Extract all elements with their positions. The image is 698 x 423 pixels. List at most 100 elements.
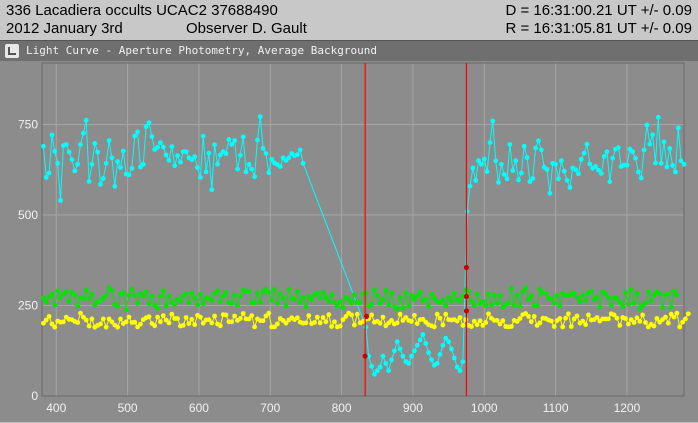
series-target-point-161 — [561, 168, 567, 174]
series-comp2-point-41 — [158, 319, 163, 325]
series-comp2-point-106 — [343, 314, 349, 319]
series-comp1-point-198 — [606, 295, 611, 301]
series-target-point-118 — [437, 352, 443, 357]
series-comp1-point-12 — [75, 303, 81, 309]
series-target-point-61 — [215, 161, 220, 167]
series-comp1-point-101 — [329, 292, 334, 298]
series-target-point-50 — [183, 149, 189, 155]
series-comp2-point-20 — [98, 321, 103, 327]
series-target-point-97 — [377, 364, 383, 370]
series-comp2-point-191 — [586, 312, 591, 318]
series-comp1-point-199 — [608, 302, 614, 308]
series-target-point-145 — [516, 177, 521, 183]
series-comp2-point-172 — [531, 314, 537, 319]
series-comp2-point-146 — [457, 315, 463, 320]
series-comp2-point-207 — [631, 320, 637, 325]
series-target-point-6 — [58, 198, 63, 203]
plot-frame — [41, 62, 685, 397]
event-point-4 — [463, 308, 470, 314]
series-comp2-point-72 — [246, 316, 252, 322]
series-target-point-62 — [217, 152, 223, 158]
series-target-point-103 — [394, 339, 400, 345]
series-comp1-point-197 — [603, 291, 608, 297]
series-comp1-point-122 — [389, 290, 394, 296]
series-comp1-point-142 — [446, 294, 451, 300]
series-target-point-69 — [237, 152, 243, 158]
series-comp1-point-32 — [132, 292, 138, 298]
series-target-point-143 — [510, 168, 516, 173]
series-target-point-48 — [178, 159, 183, 165]
series-target-point-189 — [641, 147, 647, 153]
series-comp1-point-176 — [543, 290, 548, 296]
series-target-point-68 — [235, 166, 240, 172]
series-comp2-point-127 — [403, 315, 409, 320]
series-target-point-149 — [527, 179, 533, 185]
series-comp1-point-169 — [523, 285, 528, 291]
series-comp1-point-43 — [163, 303, 169, 309]
series-comp1-point-190 — [583, 298, 588, 303]
series-comp1-point-0 — [41, 295, 46, 301]
series-comp2-point-137 — [431, 324, 437, 330]
series-comp1-point-107 — [346, 297, 352, 302]
series-target-point-114 — [426, 350, 431, 355]
series-comp1-point-78 — [263, 286, 269, 292]
series-comp2-point-89 — [295, 315, 300, 321]
series-target-line — [42, 116, 685, 376]
series-comp1-point-165 — [511, 303, 517, 308]
series-target-point-14 — [81, 130, 86, 136]
series-comp1-point-202 — [617, 299, 623, 305]
disappearance-time: D = 16:31:00.21 UT +/- 0.09 — [505, 2, 692, 19]
light-curve-window: Light Curve - Aperture Photometry, Avera… — [0, 40, 698, 422]
series-target-point-0 — [41, 143, 46, 149]
series-target-point-156 — [547, 190, 553, 196]
series-comp1-point-189 — [580, 292, 586, 298]
series-comp2-point-105 — [340, 317, 346, 322]
series-comp2-point-118 — [377, 320, 383, 326]
series-comp1-point-195 — [597, 304, 603, 310]
series-comp2-point-174 — [537, 320, 543, 326]
series-target-point-172 — [593, 164, 598, 169]
series-target-point-115 — [429, 357, 434, 363]
series-comp2-point-101 — [329, 324, 334, 329]
series-comp2-point-39 — [152, 323, 158, 329]
series-comp1-point-86 — [286, 286, 292, 292]
series-comp2-point-178 — [548, 318, 554, 324]
series-comp2-point-206 — [628, 317, 634, 322]
window-titlebar[interactable]: Light Curve - Aperture Photometry, Avera… — [0, 41, 698, 61]
series-target-point-25 — [112, 184, 118, 189]
series-comp2-point-24 — [109, 319, 115, 325]
series-target-point-72 — [246, 161, 252, 167]
series-comp2-point-64 — [223, 312, 229, 318]
series-target-point-147 — [521, 143, 527, 149]
series-comp2-point-13 — [78, 310, 83, 316]
series-comp2-point-100 — [326, 312, 332, 317]
series-comp1-point-143 — [449, 298, 454, 304]
series-comp1-point-181 — [557, 303, 563, 309]
series-target-point-60 — [212, 142, 218, 148]
series-target-point-180 — [616, 145, 621, 151]
series-target-point-155 — [544, 167, 550, 172]
series-comp2-point-51 — [186, 321, 192, 326]
series-target-point-191 — [647, 141, 653, 147]
series-comp1-point-54 — [195, 302, 200, 308]
series-comp2-point-119 — [380, 314, 386, 320]
series-comp2-point-201 — [614, 315, 620, 321]
series-target-point-170 — [587, 161, 593, 167]
event-point-0 — [362, 353, 368, 359]
series-comp1-point-96 — [314, 290, 320, 296]
series-comp1-point-159 — [494, 300, 500, 306]
series-comp2-point-49 — [180, 323, 186, 328]
series-comp2-point-32 — [132, 319, 138, 325]
series-target-point-41 — [158, 140, 163, 145]
series-target-point-26 — [115, 159, 120, 164]
series-target-point-128 — [467, 183, 473, 189]
series-comp2-point-108 — [349, 312, 354, 318]
series-target-point-33 — [135, 129, 141, 135]
series-comp1-point-46 — [172, 302, 178, 307]
series-comp1-point-79 — [266, 290, 272, 295]
series-target-point-117 — [434, 361, 440, 366]
series-target-point-8 — [63, 142, 69, 147]
series-comp2-point-219 — [665, 320, 671, 326]
series-target-point-17 — [89, 161, 95, 167]
y-tick-label-500: 500 — [18, 208, 38, 222]
